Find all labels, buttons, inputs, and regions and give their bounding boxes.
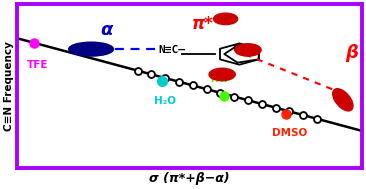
Circle shape [213,13,238,25]
Ellipse shape [333,89,353,111]
Y-axis label: C≡N Frequency: C≡N Frequency [4,41,14,131]
Text: β: β [345,44,358,62]
Text: TFE: TFE [27,60,48,70]
Ellipse shape [69,42,113,56]
Text: H: H [240,48,246,57]
Text: π*: π* [192,15,214,33]
Text: H₂O: H₂O [154,96,176,106]
Text: N: N [232,44,240,53]
Text: DMSO: DMSO [272,129,307,138]
Text: N≡C—: N≡C— [158,45,185,55]
Circle shape [209,68,235,81]
Text: THF: THF [209,74,232,84]
Text: α: α [100,21,113,39]
Circle shape [235,44,261,56]
X-axis label: σ (π*+β−α): σ (π*+β−α) [149,172,230,185]
